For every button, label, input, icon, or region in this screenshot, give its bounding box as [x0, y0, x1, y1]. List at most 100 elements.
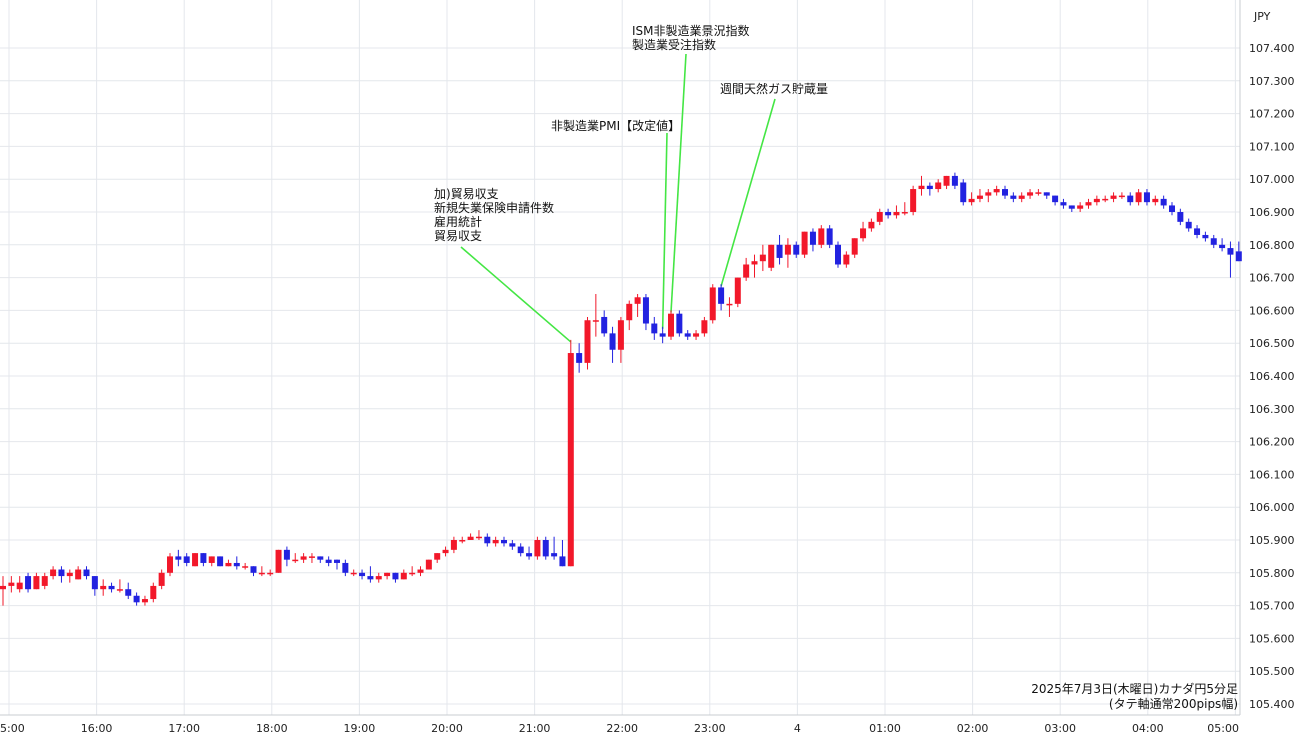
candle — [1227, 241, 1234, 278]
candle-body — [684, 333, 691, 337]
candle — [835, 241, 841, 268]
candle — [392, 572, 399, 583]
candle — [100, 579, 107, 596]
price-axis-labels: 105.400 105.500 105.600 105.700 105.800 105.9… — [1249, 42, 1295, 711]
candle-body — [809, 231, 816, 245]
candle-body — [100, 585, 107, 590]
candle-body — [826, 228, 833, 245]
candle — [1202, 231, 1209, 242]
candle — [976, 189, 983, 203]
y-tick-label: 106.700 — [1249, 272, 1295, 285]
candle — [375, 572, 382, 583]
candle — [459, 536, 466, 544]
candle-body — [233, 562, 240, 567]
candle-body — [968, 198, 975, 203]
candle — [826, 225, 833, 249]
candle — [1043, 192, 1050, 199]
candle — [467, 533, 474, 540]
y-tick-label: 107.200 — [1249, 108, 1295, 121]
candle — [901, 202, 908, 216]
y-tick-label: 107.100 — [1249, 140, 1295, 153]
x-tick-label: 16:00 — [81, 722, 113, 735]
x-tick-label: 20:00 — [431, 722, 463, 735]
candle-body — [726, 303, 733, 306]
candle — [50, 566, 57, 580]
candle-body — [851, 238, 858, 255]
candle — [943, 175, 950, 190]
candle-body — [835, 244, 841, 265]
candle-body — [1085, 202, 1092, 206]
candle — [1035, 189, 1042, 196]
candle — [851, 238, 858, 258]
candle — [359, 569, 366, 580]
candle-body — [1219, 244, 1226, 249]
candle-body — [342, 562, 349, 573]
candle — [776, 234, 783, 265]
x-tick-label: 18:00 — [256, 722, 288, 735]
candle — [33, 572, 40, 590]
candle-body — [1035, 192, 1042, 194]
candle — [751, 254, 758, 278]
candle-body — [943, 175, 950, 186]
candle-body — [759, 254, 766, 262]
candle — [1127, 192, 1134, 206]
candle — [1235, 241, 1242, 262]
candle — [809, 228, 816, 252]
candle — [609, 326, 616, 363]
candle-body — [601, 316, 608, 334]
candle-body — [609, 333, 616, 350]
annotation-line: 新規失業保険申請件数 — [434, 200, 554, 215]
candle — [150, 582, 157, 603]
candle-body — [676, 313, 683, 334]
candle — [584, 316, 591, 370]
x-tick-label: 19:00 — [344, 722, 376, 735]
candle — [484, 533, 491, 547]
candle — [475, 530, 482, 540]
candle-body — [768, 244, 775, 268]
y-tick-label: 105.500 — [1249, 665, 1295, 678]
candle — [843, 251, 850, 268]
candle — [425, 559, 432, 570]
candle-body — [33, 576, 40, 590]
candle-body — [617, 320, 624, 350]
candle — [951, 172, 958, 190]
y-tick-label: 105.400 — [1249, 698, 1295, 711]
candle — [1102, 195, 1109, 203]
candle-body — [75, 569, 82, 580]
candle-body — [25, 576, 32, 590]
annotation-leader-line — [720, 98, 776, 287]
candle-body — [325, 559, 332, 563]
candle-body — [225, 562, 232, 567]
candle — [534, 536, 541, 560]
candle-body — [16, 582, 23, 590]
candle — [258, 566, 265, 577]
candle — [592, 294, 599, 337]
candle-body — [175, 556, 182, 560]
candle — [576, 343, 583, 373]
candle — [0, 576, 6, 606]
candle — [726, 297, 733, 317]
candle — [860, 221, 867, 242]
candle — [1177, 208, 1184, 226]
candle-body — [509, 543, 516, 547]
candle — [141, 595, 148, 606]
candle — [926, 182, 933, 196]
annotation-line: 雇用統計 — [434, 214, 482, 229]
candle — [509, 540, 516, 550]
candle-body — [634, 297, 641, 304]
candle-body — [651, 323, 658, 334]
candle-body — [534, 540, 541, 557]
candle — [108, 582, 115, 593]
candle — [801, 231, 808, 258]
candle-body — [551, 553, 558, 557]
candle — [367, 566, 374, 583]
candle — [275, 549, 282, 573]
candle — [1135, 189, 1142, 206]
candle-body — [526, 553, 533, 557]
candle-body — [484, 536, 491, 544]
candle-body — [642, 297, 649, 324]
candle — [133, 592, 140, 606]
